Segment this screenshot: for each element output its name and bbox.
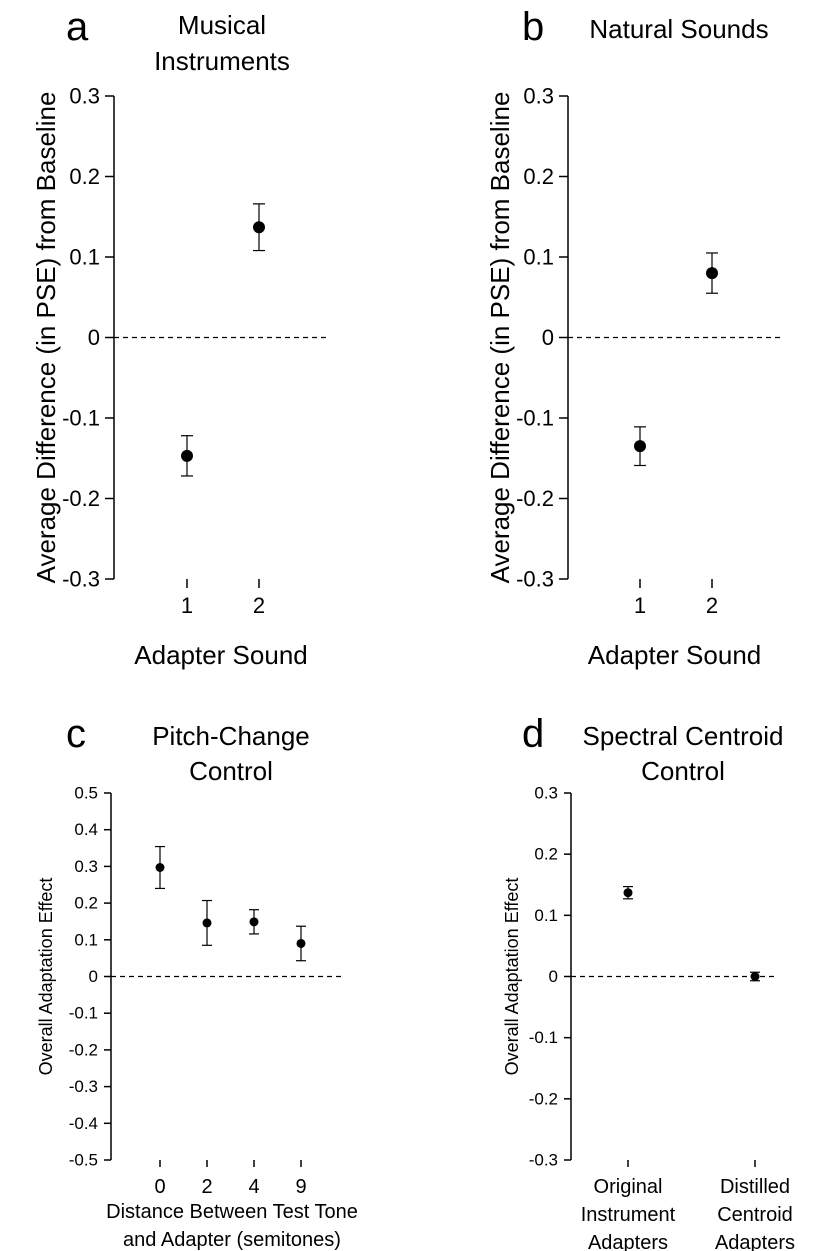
y-tick-label: -0.1 xyxy=(62,406,100,431)
x-tick-label: 1 xyxy=(634,593,646,618)
y-tick-label: -0.2 xyxy=(62,486,100,511)
y-tick-label: 0.2 xyxy=(523,164,554,189)
panel-letter: a xyxy=(66,5,89,49)
x-tick-label: 2 xyxy=(706,593,718,618)
x-tick-label: Centroid xyxy=(717,1204,793,1226)
panel-letter: c xyxy=(66,712,86,756)
y-tick-label: 0.2 xyxy=(534,845,558,864)
y-tick-label: 0.3 xyxy=(523,84,554,109)
x-tick-label: 0 xyxy=(154,1176,165,1198)
chart-title: Spectral Centroid xyxy=(583,721,784,751)
data-point xyxy=(623,888,633,898)
y-tick-label: -0.3 xyxy=(69,1077,98,1096)
x-tick-label: 9 xyxy=(295,1176,306,1198)
y-tick-label: 0.2 xyxy=(74,894,98,913)
x-axis-label: Adapter Sound xyxy=(134,640,307,670)
y-tick-label: 0 xyxy=(542,325,554,350)
data-point xyxy=(750,972,760,981)
y-tick-label: 0.2 xyxy=(69,164,100,189)
y-tick-label: 0.3 xyxy=(74,857,98,876)
y-tick-label: 0 xyxy=(88,325,100,350)
x-tick-label: 4 xyxy=(248,1176,259,1198)
chart-title: Pitch-Change xyxy=(152,721,310,751)
x-tick-label: 1 xyxy=(181,593,193,618)
data-point xyxy=(181,449,193,462)
panel-letter: b xyxy=(522,5,544,49)
y-tick-label: 0.1 xyxy=(69,245,100,270)
y-tick-label: 0.1 xyxy=(74,930,98,949)
data-point xyxy=(706,267,718,280)
y-tick-label: -0.3 xyxy=(529,1151,558,1170)
y-tick-label: -0.2 xyxy=(529,1089,558,1108)
y-axis-label: Overall Adaptation Effect xyxy=(502,878,522,1076)
x-tick-label: Adapters xyxy=(588,1232,668,1251)
y-tick-label: -0.1 xyxy=(69,1004,98,1023)
data-point xyxy=(249,917,259,927)
panel-letter: d xyxy=(522,712,544,756)
y-tick-label: -0.2 xyxy=(69,1040,98,1059)
data-point xyxy=(634,440,646,453)
chart-title: Control xyxy=(641,756,725,786)
data-point xyxy=(253,221,265,234)
y-tick-label: 0.3 xyxy=(534,784,558,803)
data-point xyxy=(296,938,306,948)
x-tick-label: Original xyxy=(594,1176,663,1198)
x-tick-label: Instrument xyxy=(581,1204,676,1226)
y-tick-label: -0.4 xyxy=(69,1114,98,1133)
panel-b: b Natural Sounds 0.3 0.2 0.1 0 -0.1 -0.2 -0.3Ave… xyxy=(485,5,781,670)
x-tick-label: Adapters xyxy=(715,1232,795,1251)
y-tick-label: 0.3 xyxy=(69,84,100,109)
panel-a: a Musical Instruments 0.3 0.2 0.1 0 -0.1 -0.2 -0.… xyxy=(31,5,328,670)
y-tick-label: -0.1 xyxy=(516,406,554,431)
x-tick-label: 2 xyxy=(201,1176,212,1198)
chart-title: Natural Sounds xyxy=(589,14,768,44)
y-tick-label: 0 xyxy=(549,967,558,986)
data-point xyxy=(202,918,212,928)
y-tick-label: 0.1 xyxy=(534,906,558,925)
panel-d: d Spectral Centroid Control 0.3 0.2 0.1 0 -0.1 -… xyxy=(502,712,795,1251)
x-tick-label: Distilled xyxy=(720,1176,790,1198)
y-tick-label: -0.3 xyxy=(62,567,100,592)
x-axis-label: Distance Between Test Tone xyxy=(106,1201,358,1223)
y-tick-label: -0.5 xyxy=(69,1151,98,1170)
y-tick-label: 0 xyxy=(89,967,98,986)
y-tick-label: -0.3 xyxy=(516,567,554,592)
y-axis-label: Average Difference (in PSE) from Baselin… xyxy=(485,92,515,584)
x-axis-label: Adapter Sound xyxy=(588,640,761,670)
y-axis-label: Overall Adaptation Effect xyxy=(36,878,56,1076)
chart-title: Instruments xyxy=(154,46,290,76)
y-tick-label: 0.1 xyxy=(523,245,554,270)
x-tick-label: 2 xyxy=(253,593,265,618)
panel-c: c Pitch-Change Control 0.5 0.4 0.3 0.2 0.1 0 -0.1… xyxy=(36,712,358,1251)
x-axis-label: and Adapter (semitones) xyxy=(123,1229,341,1251)
y-tick-label: -0.1 xyxy=(529,1028,558,1047)
y-tick-label: -0.2 xyxy=(516,486,554,511)
data-point xyxy=(155,863,165,873)
y-axis-label: Average Difference (in PSE) from Baselin… xyxy=(31,92,61,584)
chart-title: Musical xyxy=(178,10,266,40)
y-tick-label: 0.5 xyxy=(74,784,98,803)
y-tick-label: 0.4 xyxy=(74,820,98,839)
chart-title: Control xyxy=(189,756,273,786)
